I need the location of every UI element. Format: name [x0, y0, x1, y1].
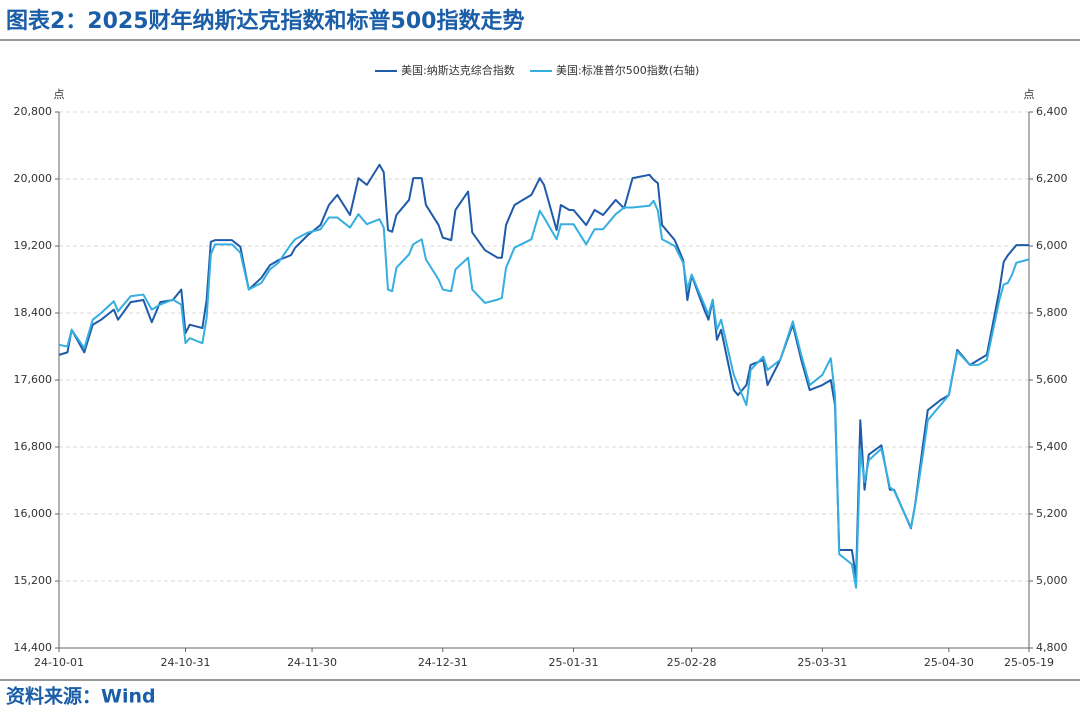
x-tick-label: 25-03-31 [797, 656, 847, 669]
y2-unit: 点 [1024, 88, 1035, 101]
y-tick-label: 20,800 [14, 105, 53, 118]
y-tick-label: 16,000 [14, 507, 53, 520]
y2-tick-label: 6,200 [1036, 172, 1068, 185]
y-tick-label: 17,600 [14, 373, 53, 386]
x-tick-label: 24-10-31 [161, 656, 211, 669]
y-tick-label: 15,200 [14, 574, 53, 587]
chart-title: 图表2：2025财年纳斯达克指数和标普500指数走势 [6, 8, 524, 34]
series-line [58, 199, 1030, 589]
source: 资料来源：Wind [6, 685, 156, 708]
y-tick-label: 14,400 [14, 641, 53, 654]
legend-label: 美国:纳斯达克综合指数 [401, 63, 515, 77]
y2-tick-label: 5,800 [1036, 306, 1068, 319]
y-tick-label: 16,800 [14, 440, 53, 453]
y2-tick-label: 4,800 [1036, 641, 1068, 654]
x-tick-label: 25-01-31 [549, 656, 599, 669]
y-tick-label: 20,000 [14, 172, 53, 185]
series-line [58, 163, 1029, 579]
legend-label: 美国:标准普尔500指数(右轴) [556, 63, 699, 77]
y-tick-label: 19,200 [14, 239, 53, 252]
x-tick-label: 24-12-31 [418, 656, 468, 669]
y2-tick-label: 6,000 [1036, 239, 1068, 252]
x-tick-label: 24-10-01 [34, 656, 84, 669]
y2-tick-label: 5,600 [1036, 373, 1068, 386]
y2-tick-label: 5,000 [1036, 574, 1068, 587]
x-tick-label: 25-02-28 [667, 656, 717, 669]
y2-tick-label: 5,400 [1036, 440, 1068, 453]
y-tick-label: 18,400 [14, 306, 53, 319]
x-tick-label: 24-11-30 [287, 656, 337, 669]
x-tick-label: 25-04-30 [924, 656, 974, 669]
x-tick-label: 25-05-19 [1004, 656, 1054, 669]
y2-tick-label: 6,400 [1036, 105, 1068, 118]
y2-tick-label: 5,200 [1036, 507, 1068, 520]
y-unit: 点 [54, 88, 65, 101]
